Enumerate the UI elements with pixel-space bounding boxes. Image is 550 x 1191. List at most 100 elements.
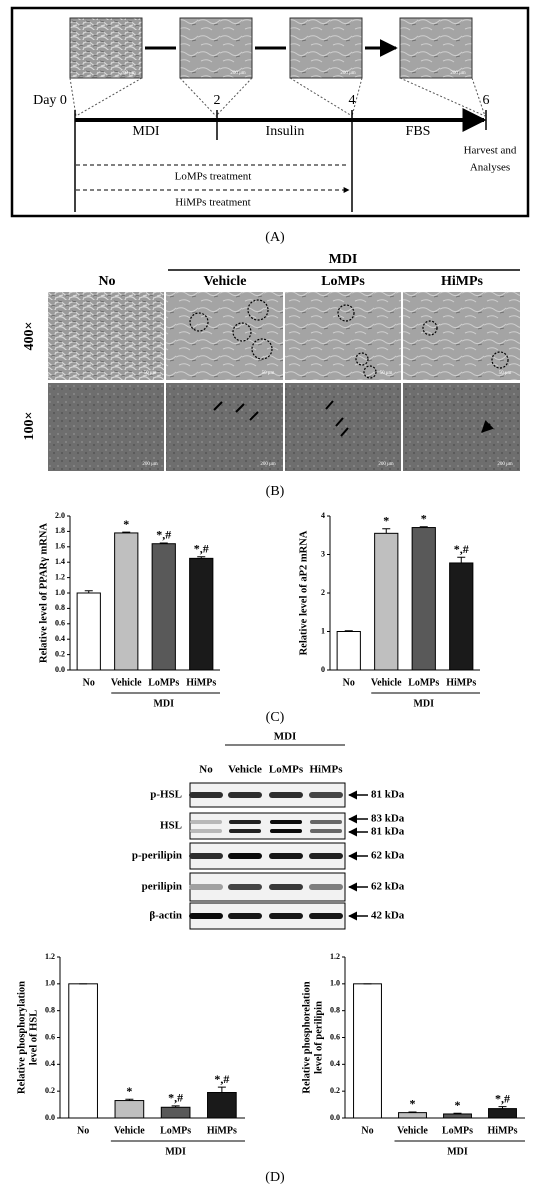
lane-label: HiMPs xyxy=(310,764,344,776)
group-label: MDI xyxy=(413,698,434,709)
bar xyxy=(114,532,139,671)
group-label: MDI xyxy=(447,1146,468,1157)
error-bar xyxy=(171,1105,180,1108)
band xyxy=(228,913,262,919)
y-axis-label: level of perilipin xyxy=(313,1001,324,1074)
day-label: 4 xyxy=(349,93,356,108)
error-bar xyxy=(457,556,466,563)
y-axis-label: Relative level of aP2 mRNA xyxy=(298,530,309,655)
scale-label: 200 μm xyxy=(142,462,157,467)
error-bar xyxy=(419,526,428,528)
scale-label: 50 μm xyxy=(262,371,275,376)
x-tick-label: HiMPs xyxy=(207,1125,237,1136)
band xyxy=(310,829,342,833)
y-axis-label: level of HSL xyxy=(28,1010,39,1065)
bar xyxy=(336,631,361,671)
bar xyxy=(443,1113,472,1119)
y-tick-label: 0.0 xyxy=(45,1113,55,1122)
y-tick-label: 0.0 xyxy=(55,665,65,674)
band xyxy=(229,820,261,824)
error-bar xyxy=(159,542,168,544)
y-tick-label: 4 xyxy=(321,511,325,520)
x-tick-label: No xyxy=(83,677,95,688)
column-label: HiMPs xyxy=(441,274,484,289)
scale-label: 200 μm xyxy=(378,462,393,467)
band xyxy=(269,913,303,919)
y-tick-label: 0.6 xyxy=(45,1032,55,1041)
band xyxy=(190,820,222,824)
lane-label: No xyxy=(199,764,213,776)
y-tick-label: 0.0 xyxy=(330,1113,340,1122)
y-tick-label: 1.0 xyxy=(330,979,340,988)
bar xyxy=(189,557,214,671)
x-tick-label: HiMPs xyxy=(488,1125,518,1136)
western-blot: MDI No Vehicle LoMPs HiMPs p-HSL 81 kDa HSL 83 … xyxy=(132,731,405,930)
x-tick-label: LoMPs xyxy=(148,677,179,688)
group-label: MDI xyxy=(165,1146,186,1157)
error-bar xyxy=(498,1106,507,1109)
error-bar xyxy=(344,630,353,632)
harvest-label: Analyses xyxy=(470,162,510,174)
y-tick-label: 0.8 xyxy=(55,603,65,612)
y-tick-label: 0.6 xyxy=(330,1032,340,1041)
scale-label: 50 μm xyxy=(144,371,157,376)
y-tick-label: 0.4 xyxy=(55,634,65,643)
band xyxy=(309,884,343,890)
error-bar xyxy=(217,1086,226,1093)
size-label: 62 kDa xyxy=(371,881,405,893)
error-bar xyxy=(125,1098,134,1101)
significance-label: *,# xyxy=(156,528,171,542)
significance-label: * xyxy=(123,517,129,531)
x-tick-label: HiMPs xyxy=(446,677,476,688)
phase-label: FBS xyxy=(406,124,431,139)
bar xyxy=(151,543,176,671)
significance-label: * xyxy=(126,1084,132,1098)
lane-label: LoMPs xyxy=(269,764,304,776)
y-tick-label: 1.2 xyxy=(45,952,55,961)
band xyxy=(309,792,343,798)
bar-chart: 0.0 0.2 0.4 0.6 0.8 1.0 1.2 1.4 1.6 1.8 2.0 Relativ… xyxy=(38,511,220,709)
scale-label: 200 μm xyxy=(260,462,275,467)
y-tick-label: 0.2 xyxy=(45,1086,55,1095)
row-label: 100× xyxy=(22,412,37,441)
y-tick-label: 1.0 xyxy=(55,588,65,597)
lane-label: Vehicle xyxy=(228,764,262,776)
x-tick-label: Vehicle xyxy=(371,677,402,688)
x-tick-label: HiMPs xyxy=(186,677,216,688)
y-tick-label: 1.6 xyxy=(55,542,65,551)
y-tick-label: 1.2 xyxy=(55,572,65,581)
band xyxy=(228,884,262,890)
scale-label: 50 μm xyxy=(499,371,512,376)
bar xyxy=(488,1108,517,1119)
band xyxy=(309,913,343,919)
y-tick-label: 0.2 xyxy=(330,1086,340,1095)
treatment-label: HiMPs treatment xyxy=(175,197,250,209)
group-label: MDI xyxy=(153,698,174,709)
size-label: 81 kDa xyxy=(371,826,405,838)
x-tick-label: LoMPs xyxy=(160,1125,191,1136)
panel-label: (D) xyxy=(265,1170,285,1185)
y-tick-label: 0 xyxy=(321,665,325,674)
scale-label: 200 μm xyxy=(230,71,245,76)
treatment-label: LoMPs treatment xyxy=(175,171,252,183)
significance-label: * xyxy=(410,1097,416,1111)
day-label: 2 xyxy=(214,93,221,108)
band xyxy=(228,853,262,859)
y-tick-label: 0.6 xyxy=(55,619,65,628)
y-axis-label: Relative phosphorylation xyxy=(16,981,27,1094)
panel-label: (B) xyxy=(266,484,285,499)
y-tick-label: 1.0 xyxy=(45,979,55,988)
y-axis-label: Relative phosphorelation xyxy=(301,981,312,1093)
bar xyxy=(411,527,436,671)
band xyxy=(270,820,302,824)
day-label: Day 0 xyxy=(33,93,67,108)
bar xyxy=(398,1112,427,1119)
band xyxy=(269,884,303,890)
scale-label: 200 μm xyxy=(120,71,135,76)
protein-label: p-perilipin xyxy=(132,850,182,862)
x-tick-label: Vehicle xyxy=(397,1125,428,1136)
y-axis-label: Relative level of PPARγ mRNA xyxy=(38,523,49,663)
error-bar xyxy=(453,1112,462,1114)
column-label: LoMPs xyxy=(321,274,365,289)
band xyxy=(269,792,303,798)
